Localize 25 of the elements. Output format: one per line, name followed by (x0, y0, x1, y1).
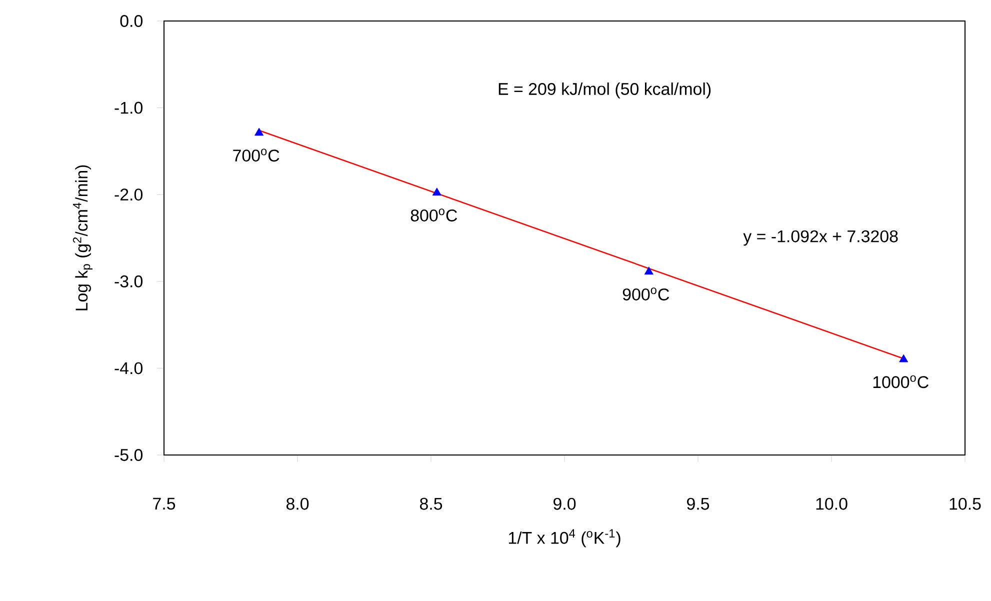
x-tick-label: 8.0 (286, 498, 309, 510)
y-tick-label: 0.0 (120, 14, 143, 27)
x-axis-title: 1/T x 10$^{4}$ ($^{o}$K$^{-1}$) (508, 529, 620, 548)
x-tick-label: 10.5 (950, 498, 981, 510)
x-tick-label: 10.0 (816, 498, 848, 510)
x-tick-label: 9.0 (554, 498, 576, 510)
annotation: y = -1.092x + 7.3208 (743, 230, 898, 246)
y-tick-label: -4.0 (114, 362, 143, 374)
y-axis-title: Log k$_{p}$ (g$^{2}$/cm$^{4}$/min) (72, 165, 92, 310)
point (432, 188, 442, 196)
point (644, 266, 654, 275)
annotation: 700$^{o}$C (233, 148, 280, 162)
annotation: E = 209 kJ/mol (50 kcal/mol) (498, 82, 711, 98)
x-tick-label: 7.5 (153, 498, 176, 510)
annotation: 1000$^{o}$C (873, 375, 928, 388)
x-tick-label: 9.5 (687, 498, 710, 510)
annotation: 900$^{o}$C (622, 288, 670, 300)
point (254, 128, 264, 136)
y-tick-label: -1.0 (114, 102, 143, 114)
y-tick-label: -3.0 (114, 275, 143, 288)
annotation: 800$^{o}$C (410, 208, 458, 222)
point (899, 354, 908, 362)
y-tick-label: -5.0 (114, 448, 143, 461)
y-tick-label: -2.0 (114, 188, 143, 201)
x-tick-label: 8.5 (420, 498, 442, 510)
